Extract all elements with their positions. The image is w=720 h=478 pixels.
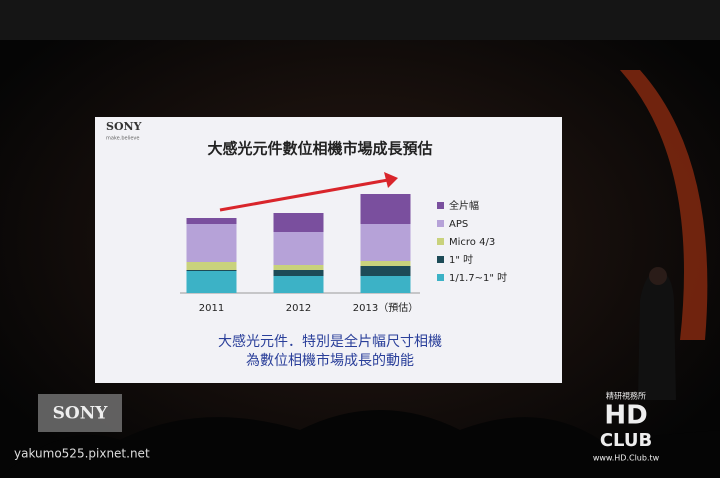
club-hd: HD [604, 401, 647, 431]
x-tick-label: 2011 [199, 303, 224, 314]
bar-segment [360, 276, 411, 293]
arrow-head [384, 172, 398, 188]
caption-line: 為數位相機市場成長的動能 [246, 352, 414, 369]
slide [95, 117, 562, 383]
legend-swatch [437, 220, 444, 227]
bar-segment [273, 213, 324, 232]
site-watermark: yakumo525.pixnet.net [14, 447, 150, 461]
legend: 全片幅 APS Micro 4/3 1" 吋 1/1.7~1" 吋 [437, 199, 507, 284]
bar-segment [273, 276, 324, 293]
x-tick-label: 2013（預估） [353, 301, 418, 314]
bar-segment [273, 232, 324, 265]
ceiling [0, 0, 720, 40]
presenter [638, 270, 676, 400]
x-tick-label: 2012 [286, 303, 311, 314]
caption-line: 大感光元件．特別是全片幅尺寸相機 [218, 333, 442, 350]
legend-swatch [437, 256, 444, 263]
club-name: CLUB [600, 430, 652, 451]
bar-segment [186, 270, 237, 271]
bar-segment [360, 261, 411, 266]
legend-swatch [437, 238, 444, 245]
legend-swatch [437, 274, 444, 281]
legend-label: 1" 吋 [449, 254, 473, 266]
club-url: www.HD.Club.tw [593, 454, 660, 463]
bar-segment [186, 262, 237, 270]
bar-segment [273, 270, 324, 276]
slide-brand: SONY [106, 120, 142, 133]
legend-swatch [437, 202, 444, 209]
bar-segment [186, 271, 237, 293]
bar-segment [273, 265, 324, 270]
bar-segment [186, 218, 237, 224]
presenter-head [649, 267, 667, 285]
stage-light [620, 70, 708, 340]
legend-label: APS [449, 219, 468, 230]
trend-arrow [219, 178, 389, 212]
slide-tagline: make.believe [106, 136, 139, 142]
bar-segment [360, 194, 411, 224]
audience [0, 410, 720, 478]
logo-box [38, 394, 122, 432]
legend-label: Micro 4/3 [449, 237, 495, 248]
club-top: 精研視務所 [606, 391, 646, 401]
legend-label: 全片幅 [449, 199, 479, 212]
legend-label: 1/1.7~1" 吋 [449, 272, 507, 284]
bars: 2011 2012 2013（預估） [186, 194, 418, 314]
chart-title: 大感光元件數位相機市場成長預估 [207, 140, 432, 158]
logo-text: SONY [53, 404, 109, 424]
bar-segment [186, 224, 237, 262]
bar-segment [360, 266, 411, 276]
bar-segment [360, 224, 411, 261]
